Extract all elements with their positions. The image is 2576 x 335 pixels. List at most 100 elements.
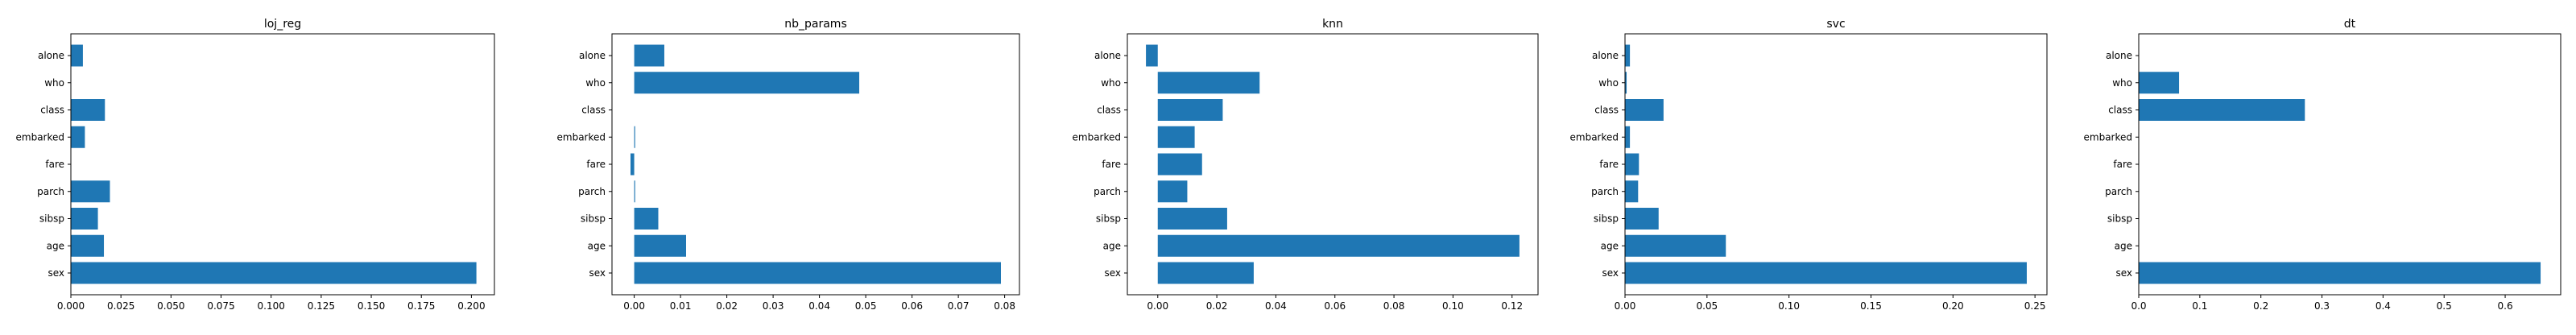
y-tick-label: fare xyxy=(586,159,606,170)
y-tick-label: alone xyxy=(579,50,606,61)
bar-class xyxy=(1625,99,1664,121)
y-tick-label: who xyxy=(585,77,606,89)
bar-sibsp xyxy=(634,208,659,230)
y-tick-label: parch xyxy=(1591,186,1619,197)
x-tick-label: 0.10 xyxy=(1442,300,1464,312)
x-tick-label: 0.04 xyxy=(1265,300,1287,312)
x-tick-label: 0.050 xyxy=(157,300,184,312)
x-tick-label: 0.025 xyxy=(107,300,134,312)
x-tick-label: 0.15 xyxy=(1860,300,1882,312)
x-tick-label: 0.10 xyxy=(1778,300,1800,312)
bar-parch xyxy=(71,180,110,203)
y-tick-label: age xyxy=(47,240,64,251)
bar-alone xyxy=(1625,44,1631,67)
subplot-svc: svc sex age sibsp parch fare embarked class who a… xyxy=(1570,18,2048,312)
x-tick-label: 0.2 xyxy=(2253,300,2268,312)
y-tick-label: fare xyxy=(2113,159,2132,170)
x-tick-label: 0.08 xyxy=(1383,300,1405,312)
bar-sex xyxy=(71,262,477,284)
y-tick-label: sibsp xyxy=(1594,213,1619,225)
bar-alone xyxy=(1146,44,1158,67)
y-tick-label: sex xyxy=(2115,267,2132,279)
y-tick-label: embarked xyxy=(557,131,606,143)
x-tick-label: 0.00 xyxy=(1147,300,1168,312)
x-tick-label: 0.200 xyxy=(457,300,485,312)
x-tick-label: 0.06 xyxy=(1324,300,1346,312)
x-tick-label: 0.075 xyxy=(207,300,234,312)
y-tick-label: sex xyxy=(1602,267,1619,279)
y-tick-label: alone xyxy=(38,50,64,61)
y-tick-label: embarked xyxy=(2084,131,2133,143)
x-tick-label: 0.05 xyxy=(1696,300,1718,312)
bar-age xyxy=(1157,234,1520,257)
x-tick-label: 0.0 xyxy=(2131,300,2146,312)
bar-parch xyxy=(1625,180,1639,203)
x-tick-label: 0.20 xyxy=(1942,300,1964,312)
y-tick-label: alone xyxy=(1094,50,1121,61)
y-tick-label: embarked xyxy=(1570,131,1619,143)
x-tick-label: 0.000 xyxy=(57,300,85,312)
y-tick-label: fare xyxy=(45,159,64,170)
y-tick-label: parch xyxy=(578,186,606,197)
bar-who xyxy=(2139,72,2180,94)
y-tick-label: sex xyxy=(1104,267,1121,279)
y-tick-label: alone xyxy=(1592,50,1619,61)
y-tick-label: class xyxy=(1097,105,1121,116)
bar-sex xyxy=(634,262,1001,284)
bar-fare xyxy=(1625,153,1639,176)
bar-who xyxy=(1157,72,1260,94)
y-tick-label: alone xyxy=(2106,50,2132,61)
x-tick-label: 0.01 xyxy=(670,300,692,312)
subplot-title: dt xyxy=(2344,18,2356,31)
bar-alone xyxy=(634,44,664,67)
x-tick-label: 0.150 xyxy=(358,300,385,312)
bar-class xyxy=(2139,99,2305,121)
x-tick-label: 0.25 xyxy=(2024,300,2046,312)
x-tick-label: 0.00 xyxy=(623,300,645,312)
bar-embarked xyxy=(71,126,85,148)
subplot-dt: dt sex age sibsp parch fare embarked class who al… xyxy=(2084,18,2562,312)
y-tick-label: class xyxy=(581,105,606,116)
bar-class xyxy=(1157,99,1223,121)
x-tick-label: 0.125 xyxy=(308,300,335,312)
y-tick-label: sibsp xyxy=(2107,213,2132,225)
x-tick-label: 0.5 xyxy=(2437,300,2452,312)
y-tick-label: age xyxy=(1601,240,1619,251)
x-tick-label: 0.3 xyxy=(2314,300,2330,312)
bar-who xyxy=(634,72,860,94)
y-tick-label: embarked xyxy=(1073,131,1122,143)
y-tick-label: class xyxy=(2108,105,2132,116)
bar-who xyxy=(1625,72,1627,94)
subplot-knn: knn sex age sibsp parch fare embarked class who a… xyxy=(1073,18,1539,312)
bar-embarked xyxy=(1625,126,1631,148)
bar-age xyxy=(1625,234,1726,257)
y-tick-label: parch xyxy=(2105,186,2132,197)
y-tick-label: class xyxy=(1594,105,1619,116)
x-tick-label: 0.00 xyxy=(1615,300,1636,312)
bar-sibsp xyxy=(71,208,98,230)
y-tick-label: fare xyxy=(1599,159,1619,170)
y-tick-label: fare xyxy=(1102,159,1121,170)
bar-class xyxy=(71,99,105,121)
y-tick-label: sex xyxy=(589,267,606,279)
bar-age xyxy=(634,234,686,257)
x-tick-label: 0.12 xyxy=(1501,300,1523,312)
y-tick-label: embarked xyxy=(16,131,65,143)
bar-sex xyxy=(1625,262,2027,284)
subplot-title: svc xyxy=(1826,18,1845,31)
y-tick-label: sibsp xyxy=(1096,213,1121,225)
y-tick-label: who xyxy=(1598,77,1619,89)
subplot-title: knn xyxy=(1322,18,1343,31)
y-tick-label: parch xyxy=(37,186,64,197)
subplot-title: nb_params xyxy=(784,18,847,31)
bar-parch xyxy=(1157,180,1188,203)
x-tick-label: 0.08 xyxy=(994,300,1015,312)
y-tick-label: age xyxy=(1103,240,1121,251)
x-tick-label: 0.1 xyxy=(2192,300,2207,312)
bar-sibsp xyxy=(1625,208,1659,230)
bar-embarked xyxy=(1157,126,1195,148)
y-tick-label: who xyxy=(2112,77,2132,89)
x-tick-label: 0.100 xyxy=(258,300,285,312)
